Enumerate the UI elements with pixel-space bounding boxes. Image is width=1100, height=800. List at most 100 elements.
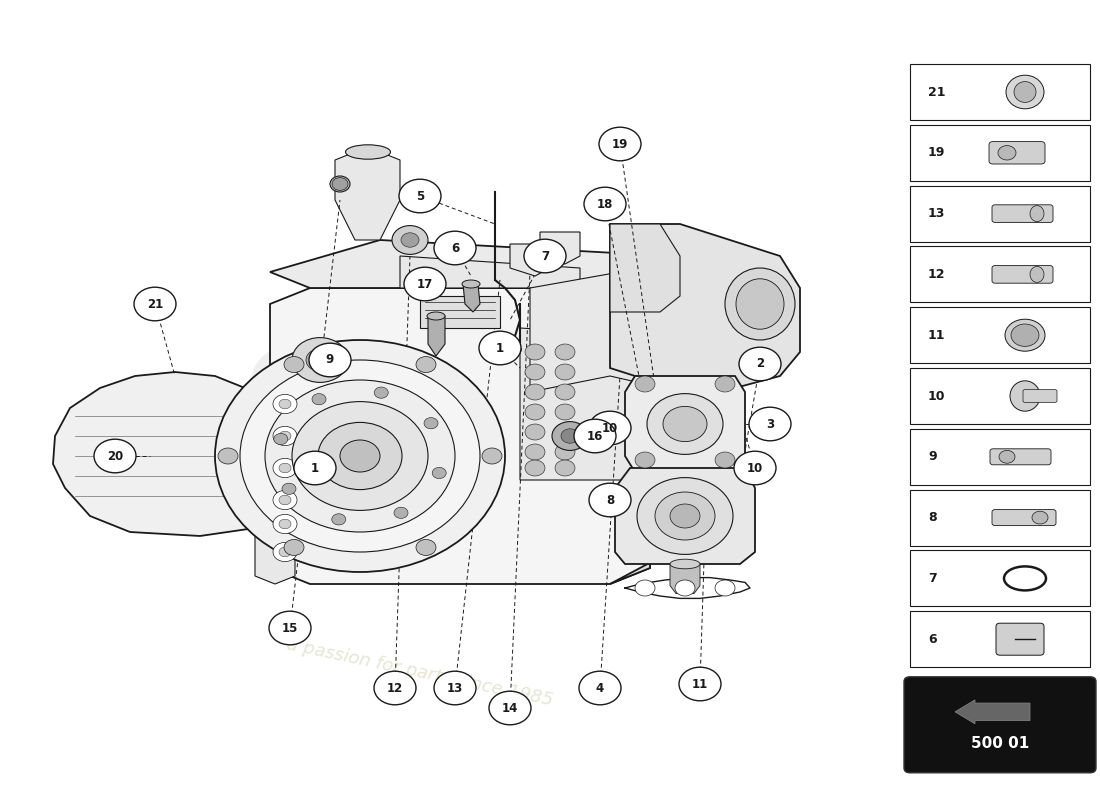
Circle shape: [525, 424, 544, 440]
Text: 19: 19: [612, 138, 628, 150]
Circle shape: [292, 402, 428, 510]
Circle shape: [525, 460, 544, 476]
FancyBboxPatch shape: [904, 677, 1096, 773]
Circle shape: [434, 231, 476, 265]
Circle shape: [399, 179, 441, 213]
Polygon shape: [650, 352, 721, 472]
FancyBboxPatch shape: [910, 550, 1090, 606]
FancyBboxPatch shape: [910, 368, 1090, 424]
Circle shape: [432, 467, 447, 478]
Text: 1: 1: [496, 342, 504, 354]
Circle shape: [654, 492, 715, 540]
Text: 2: 2: [756, 358, 764, 370]
Circle shape: [675, 580, 695, 596]
Polygon shape: [610, 224, 800, 392]
Text: 19: 19: [928, 146, 945, 159]
Text: 1: 1: [311, 462, 319, 474]
Ellipse shape: [462, 280, 480, 288]
Text: 7: 7: [928, 572, 937, 585]
FancyBboxPatch shape: [910, 64, 1090, 120]
Circle shape: [265, 380, 455, 532]
Circle shape: [524, 239, 567, 273]
Circle shape: [306, 349, 334, 371]
Circle shape: [279, 463, 292, 473]
Polygon shape: [255, 536, 295, 584]
Polygon shape: [53, 372, 295, 536]
Text: 9: 9: [326, 354, 334, 366]
Text: 11: 11: [928, 329, 946, 342]
Circle shape: [556, 344, 575, 360]
Ellipse shape: [1030, 206, 1044, 222]
Text: 10: 10: [928, 390, 946, 402]
Circle shape: [134, 287, 176, 321]
FancyBboxPatch shape: [996, 623, 1044, 655]
Circle shape: [270, 611, 311, 645]
Circle shape: [584, 187, 626, 221]
Circle shape: [478, 331, 521, 365]
Text: 500 01: 500 01: [971, 737, 1030, 751]
FancyBboxPatch shape: [910, 125, 1090, 181]
Circle shape: [284, 357, 304, 373]
Text: 7: 7: [541, 250, 549, 262]
Circle shape: [424, 418, 438, 429]
Text: a passion for parts since 1985: a passion for parts since 1985: [285, 635, 554, 709]
Circle shape: [525, 364, 544, 380]
Polygon shape: [510, 244, 550, 276]
Circle shape: [637, 478, 733, 554]
Circle shape: [715, 376, 735, 392]
Polygon shape: [615, 468, 755, 564]
Circle shape: [284, 539, 304, 555]
Circle shape: [600, 127, 641, 161]
Ellipse shape: [1014, 82, 1036, 102]
FancyBboxPatch shape: [910, 429, 1090, 485]
Text: 16: 16: [586, 430, 603, 442]
Circle shape: [282, 483, 296, 494]
Polygon shape: [428, 316, 446, 356]
Circle shape: [279, 399, 292, 409]
Polygon shape: [625, 376, 745, 472]
Circle shape: [552, 422, 589, 450]
Polygon shape: [400, 256, 580, 288]
Circle shape: [312, 394, 326, 405]
Text: 10: 10: [602, 422, 618, 434]
Circle shape: [1011, 324, 1040, 346]
Text: 3: 3: [766, 418, 774, 430]
Circle shape: [279, 519, 292, 529]
Ellipse shape: [670, 559, 700, 569]
Circle shape: [94, 439, 136, 473]
Text: 4: 4: [596, 682, 604, 694]
Text: 15: 15: [282, 622, 298, 634]
Circle shape: [218, 448, 238, 464]
Circle shape: [574, 419, 616, 453]
Circle shape: [273, 458, 297, 478]
FancyBboxPatch shape: [910, 490, 1090, 546]
Circle shape: [416, 539, 436, 555]
Circle shape: [392, 226, 428, 254]
FancyBboxPatch shape: [990, 449, 1050, 465]
Circle shape: [525, 384, 544, 400]
Circle shape: [309, 343, 351, 377]
Polygon shape: [610, 272, 670, 584]
Text: res: res: [288, 406, 472, 506]
FancyBboxPatch shape: [1023, 390, 1057, 402]
Circle shape: [273, 490, 297, 510]
Ellipse shape: [1005, 319, 1045, 351]
Ellipse shape: [725, 268, 795, 340]
Polygon shape: [336, 152, 400, 240]
Text: 21: 21: [928, 86, 946, 98]
Circle shape: [332, 178, 348, 190]
Circle shape: [279, 547, 292, 557]
Ellipse shape: [1006, 75, 1044, 109]
Circle shape: [394, 507, 408, 518]
Circle shape: [739, 347, 781, 381]
Circle shape: [556, 384, 575, 400]
Circle shape: [332, 514, 345, 525]
Text: 6: 6: [928, 633, 936, 646]
Circle shape: [588, 483, 631, 517]
Circle shape: [279, 431, 292, 441]
Circle shape: [579, 671, 621, 705]
Ellipse shape: [427, 312, 446, 320]
Ellipse shape: [999, 450, 1015, 463]
Circle shape: [635, 376, 654, 392]
Text: 20: 20: [107, 450, 123, 462]
